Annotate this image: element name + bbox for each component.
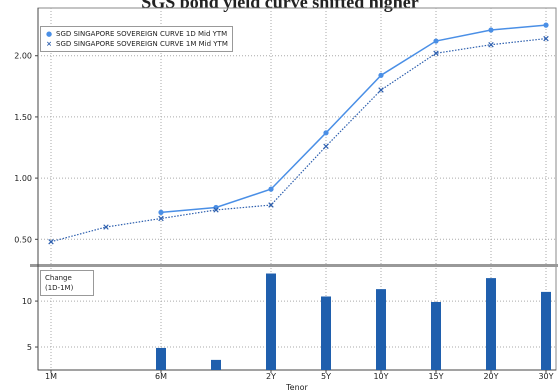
y-tick-label: 5 [27,343,32,352]
x-tick-label: 20Y [483,372,498,381]
marker [488,27,494,33]
x-axis-title: Tenor [285,383,308,392]
bar [321,296,331,370]
legend-entry: ● SGD SINGAPORE SOVEREIGN CURVE 1D Mid YT… [45,29,228,39]
marker [158,215,164,222]
y-tick-label: 2.00 [14,52,32,61]
y-tick-label: 0.50 [14,235,32,244]
marker [433,38,439,44]
y-tick-label: 10 [22,297,32,306]
marker [48,239,54,245]
legend: Change (1D-1M) [40,270,94,296]
x-tick-label: 5Y [321,372,331,381]
y-tick-label: 1.50 [14,113,32,122]
marker [268,186,274,192]
x-tick-label: 10Y [373,372,388,381]
x-tick-label: 30Y [538,372,553,381]
panel-separator [30,264,558,267]
legend: ● SGD SINGAPORE SOVEREIGN CURVE 1D Mid YT… [40,26,233,52]
legend-swatch: ● [45,30,53,38]
bar [541,291,551,370]
marker [268,202,274,208]
x-tick-label: 2Y [266,372,276,381]
series-line [50,37,547,243]
bar [156,347,166,370]
legend-label: SGD SINGAPORE SOVEREIGN CURVE 1M Mid YTM [56,40,228,48]
marker [433,50,439,57]
legend-label: Change (1D-1M) [45,274,74,292]
x-tick-label: 1M [45,372,57,381]
marker [378,72,384,78]
series-line [160,24,547,214]
marker [323,143,329,150]
marker [158,209,164,215]
marker [378,87,384,93]
marker [103,224,109,230]
marker [543,22,549,28]
chart-title: SGS bond yield curve shifted higher [141,0,419,12]
marker [488,41,494,48]
bar [266,273,276,370]
plot-frame [37,7,557,371]
marker [543,35,549,42]
bar [431,302,441,370]
y-tick-label: 1.00 [14,174,32,183]
bar [486,278,496,370]
legend-entry: × SGD SINGAPORE SOVEREIGN CURVE 1M Mid YT… [45,39,228,49]
legend-swatch: × [46,40,52,48]
x-tick-label: 15Y [428,372,443,381]
legend-label: SGD SINGAPORE SOVEREIGN CURVE 1D Mid YTM [56,30,228,38]
marker [323,130,329,136]
bar [211,359,221,370]
x-tick-label: 6M [155,372,167,381]
bar [376,289,386,370]
marker [213,207,219,213]
